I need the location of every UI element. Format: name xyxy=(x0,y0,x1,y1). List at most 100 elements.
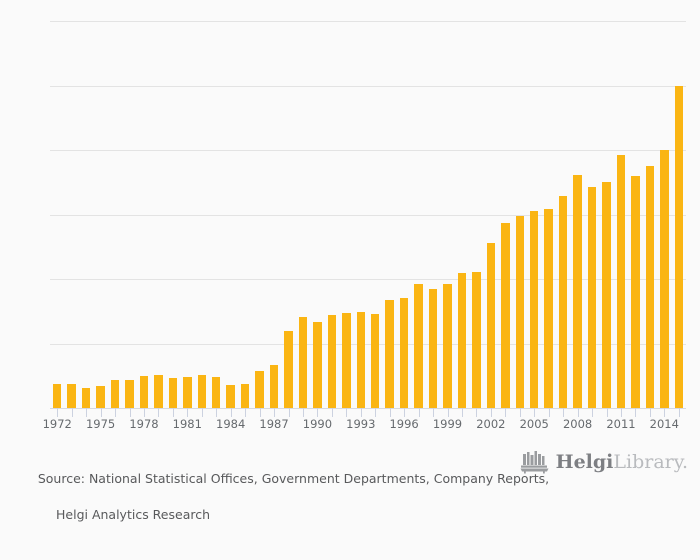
bar[interactable] xyxy=(414,283,423,408)
x-axis-tick xyxy=(302,408,304,417)
x-axis-tick xyxy=(230,408,232,417)
bar[interactable] xyxy=(428,288,438,408)
bar[interactable] xyxy=(67,383,76,408)
x-axis-tick xyxy=(563,408,565,417)
x-axis-tick xyxy=(620,408,622,417)
x-axis-tick xyxy=(678,408,680,417)
bar[interactable] xyxy=(125,379,134,408)
x-axis-tick-label: 2014 xyxy=(649,417,679,431)
x-axis-tick xyxy=(548,408,550,417)
bar[interactable] xyxy=(385,299,394,408)
bar[interactable] xyxy=(645,166,655,408)
bar[interactable] xyxy=(616,154,626,408)
x-axis-tick xyxy=(274,408,276,417)
bar[interactable] xyxy=(443,283,452,408)
x-axis-tick-label: 1975 xyxy=(85,417,116,431)
x-axis-tick xyxy=(360,408,362,417)
x-axis-tick xyxy=(490,408,492,417)
x-axis-tick-label: 1978 xyxy=(129,417,159,431)
x-axis-tick xyxy=(649,408,651,417)
bar[interactable] xyxy=(284,331,293,408)
x-axis-tick-label: 1993 xyxy=(346,417,376,431)
bar[interactable] xyxy=(573,175,582,408)
bar[interactable] xyxy=(631,175,640,408)
x-axis-tick xyxy=(418,408,420,417)
gridline xyxy=(50,279,686,280)
x-axis-tick xyxy=(635,408,637,417)
x-axis-tick xyxy=(172,408,174,417)
x-axis-tick-label: 1984 xyxy=(216,417,246,431)
bar[interactable] xyxy=(226,385,235,408)
bar[interactable] xyxy=(298,317,308,408)
logo-wordmark: HelgiLibrary. xyxy=(556,450,688,473)
x-axis-tick xyxy=(375,408,377,417)
x-axis-tick xyxy=(606,408,608,417)
bar[interactable] xyxy=(255,370,264,408)
x-axis-tick xyxy=(129,408,131,417)
x-axis-tick xyxy=(187,408,189,417)
gridline xyxy=(50,21,686,22)
bar-series xyxy=(50,21,686,408)
x-axis-tick xyxy=(389,408,391,417)
x-axis-tick-label: 1981 xyxy=(172,417,202,431)
bar[interactable] xyxy=(501,222,510,408)
bar[interactable] xyxy=(197,375,206,408)
x-axis-tick-label: 1972 xyxy=(42,417,72,431)
x-axis-tick xyxy=(331,408,333,417)
bar[interactable] xyxy=(544,209,553,408)
x-axis-tick xyxy=(346,408,348,417)
bar[interactable] xyxy=(139,375,149,408)
x-axis-tick xyxy=(245,408,247,417)
bar[interactable] xyxy=(327,315,337,408)
x-axis-tick xyxy=(71,408,73,417)
bar[interactable] xyxy=(110,380,120,408)
bar[interactable] xyxy=(240,384,250,408)
bar[interactable] xyxy=(313,322,322,408)
bar[interactable] xyxy=(602,182,611,408)
axis-baseline xyxy=(50,408,686,409)
bar[interactable] xyxy=(269,365,279,408)
bar[interactable] xyxy=(371,314,380,408)
x-axis-tick xyxy=(534,408,536,417)
bar[interactable] xyxy=(515,216,524,408)
x-axis-tick-label: 2002 xyxy=(476,417,506,431)
x-axis-tick-label: 1996 xyxy=(389,417,419,431)
x-axis-tick xyxy=(317,408,319,417)
chart-page: 01 0002 0003 0004 0005 0006 000 19721975… xyxy=(0,21,700,522)
gridline xyxy=(50,85,686,87)
bar[interactable] xyxy=(399,298,409,408)
gridline xyxy=(50,343,686,345)
bar[interactable] xyxy=(81,388,91,408)
x-axis-tick xyxy=(447,408,449,417)
bar[interactable] xyxy=(154,375,163,408)
logo-library: Library. xyxy=(613,450,688,473)
bar[interactable] xyxy=(457,272,467,408)
bar[interactable] xyxy=(486,242,496,408)
bar[interactable] xyxy=(168,377,178,408)
x-axis-tick xyxy=(433,408,435,417)
bar[interactable] xyxy=(356,311,365,408)
x-axis-tick xyxy=(476,408,478,417)
chart-footer: Source: National Statistical Offices, Go… xyxy=(0,440,700,522)
gridline xyxy=(50,214,686,216)
bar[interactable] xyxy=(587,186,597,408)
x-axis-tick-label: 2008 xyxy=(562,417,593,431)
bar[interactable] xyxy=(53,384,62,408)
bar[interactable] xyxy=(660,150,669,408)
x-axis-tick-label: 2005 xyxy=(519,417,549,431)
bar[interactable] xyxy=(674,85,683,408)
source-note: Source: National Statistical Offices, Go… xyxy=(14,452,549,560)
bar[interactable] xyxy=(96,385,105,408)
x-axis-tick xyxy=(592,408,594,417)
bar[interactable] xyxy=(558,195,568,408)
bar[interactable] xyxy=(212,376,221,408)
source-line-2: Helgi Analytics Research xyxy=(56,507,211,522)
helgi-library-logo[interactable]: HelgiLibrary. xyxy=(520,450,688,474)
bar[interactable] xyxy=(472,271,481,408)
plot-area xyxy=(50,21,686,409)
x-axis-tick xyxy=(201,408,203,417)
x-axis-tick xyxy=(143,408,145,417)
bar[interactable] xyxy=(530,210,539,408)
bar[interactable] xyxy=(342,312,351,408)
bar[interactable] xyxy=(183,377,192,408)
